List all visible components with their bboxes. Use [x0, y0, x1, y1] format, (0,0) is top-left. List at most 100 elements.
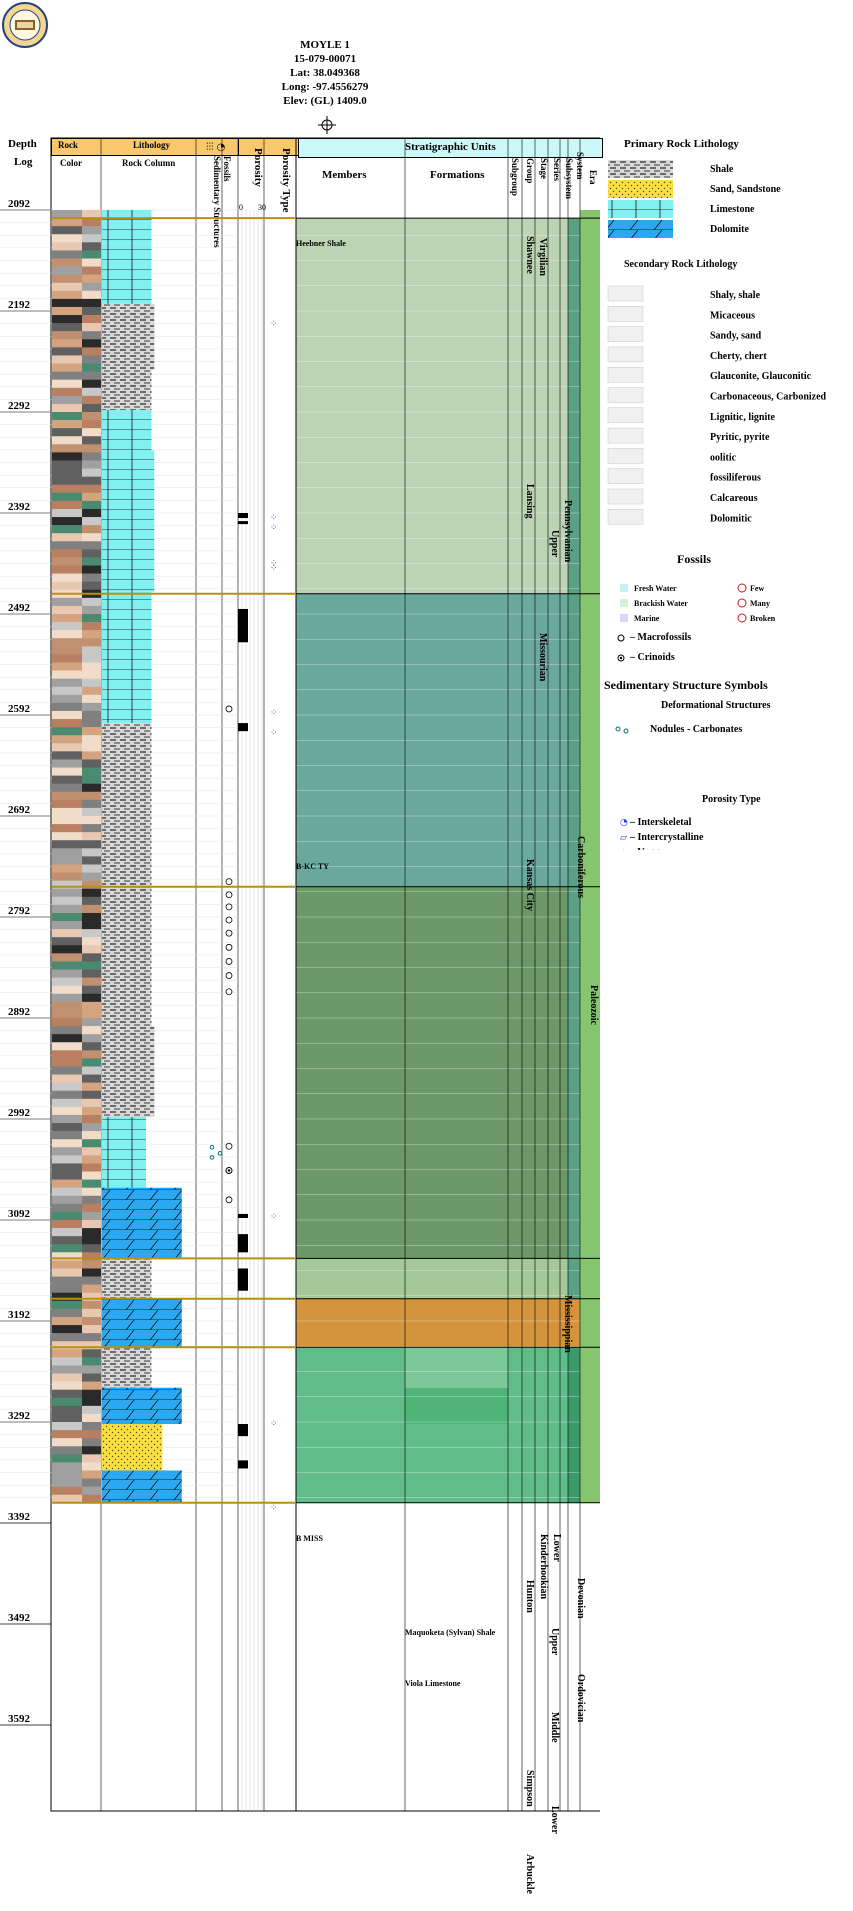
rock-color-block: [82, 904, 101, 914]
legend-secondary-label: Calcareous: [710, 493, 758, 504]
rock-color-block: [52, 339, 82, 348]
legend-secondary-swatch: [607, 427, 644, 444]
rock-color-block: [52, 1405, 82, 1415]
rock-color-block: [52, 444, 82, 453]
rock-color-block: [52, 1341, 82, 1350]
rock-color-block: [82, 1106, 101, 1116]
stage-label-virgilian: Virgilian: [537, 238, 548, 276]
rock-color-block: [82, 492, 101, 502]
rock-color-block: [82, 977, 101, 986]
legend-primary-swatch: [608, 220, 673, 238]
rock-color-block: [52, 719, 82, 728]
series-label-lower-miss: Lower: [551, 1534, 562, 1562]
member-band: [296, 886, 508, 1259]
rock-color-block: [52, 662, 82, 671]
rock-color-block: [82, 1026, 101, 1035]
rock-color-block: [82, 807, 101, 817]
macrofossil-icon: [225, 891, 233, 899]
rock-color-block: [82, 1381, 101, 1390]
rock-color-block: [82, 266, 101, 275]
rock-color-block: [82, 1163, 101, 1172]
rock-color-block: [52, 961, 82, 970]
legend-fossil-env-swatch: [620, 614, 628, 622]
porosity-type-icon: ⁘: [270, 1419, 278, 1429]
rock-color-block: [52, 1252, 82, 1261]
rock-color-block: [82, 993, 101, 1003]
legend-porosity-icon: ⁘: [620, 848, 628, 850]
rock-color-block: [82, 1478, 101, 1487]
porosity-type-icon: ⁘: [270, 523, 278, 533]
legend-nodules: Nodules - Carbonates: [650, 724, 743, 735]
series-header: Series: [552, 158, 562, 181]
rock-color-block: [82, 1252, 101, 1261]
lithology-interval: [102, 1424, 163, 1471]
rock-color-block: [82, 912, 101, 922]
porosity-type-icon: ⁘: [270, 1503, 278, 1513]
rock-color-block: [82, 880, 101, 890]
rock-color-block: [52, 1034, 82, 1043]
rock-color-block: [82, 622, 101, 631]
rock-color-block: [82, 1389, 101, 1399]
rock-color-block: [52, 387, 82, 397]
rock-color-block: [52, 832, 82, 841]
rock-color-block: [82, 226, 101, 235]
formation-band: [405, 1387, 508, 1425]
rock-color-block: [52, 581, 82, 591]
rock-color-block: [52, 896, 82, 906]
rock-color-block: [82, 1494, 101, 1504]
rock-color-block: [82, 355, 101, 364]
legend-secondary-label: Carbonaceous, Carbonized: [710, 392, 827, 403]
stage-header: Stage: [539, 158, 549, 179]
rock-color-block: [82, 1123, 101, 1132]
macrofossil-icon: [225, 705, 233, 713]
legend-secondary-swatch: [607, 509, 644, 525]
log-header: Log: [14, 156, 33, 168]
rock-color-block: [82, 1446, 101, 1455]
rock-color-block: [82, 1066, 101, 1075]
rock-color-block: [82, 557, 101, 566]
rock-color-block: [82, 210, 101, 219]
rock-color-block: [82, 694, 101, 704]
porosity-bar: [238, 1234, 248, 1253]
rock-color-block: [52, 1308, 82, 1318]
legend-secondary-swatch: [607, 306, 644, 322]
porosity-bar: [238, 1213, 248, 1218]
rock-color-block: [82, 339, 101, 348]
lithology-header: Lithology: [133, 140, 171, 150]
rock-color-block: [52, 468, 82, 477]
rock-color-block: [52, 614, 82, 623]
legend-primary-swatch: [608, 200, 673, 218]
rock-color-block: [82, 1333, 101, 1342]
rock-column-header: Rock Column: [122, 158, 176, 168]
rock-color-block: [52, 1454, 82, 1463]
rock-color-block: [82, 864, 101, 873]
depth-label: 2992: [8, 1107, 31, 1119]
rock-color-block: [82, 937, 101, 946]
member-band: [296, 218, 508, 594]
rock-color-block: [52, 678, 82, 688]
legend-crinoid-icon: [619, 656, 623, 660]
rock-color-block: [52, 775, 82, 784]
rock-color-block: [52, 727, 82, 736]
rock-color-block: [52, 565, 82, 574]
rock-color-block: [52, 436, 82, 445]
rock-color-block: [82, 379, 101, 389]
rock-color-block: [52, 969, 82, 978]
rock-color-block: [82, 751, 101, 760]
rock-color-block: [52, 888, 82, 898]
rock-color-block: [52, 1357, 82, 1366]
series-label-upper-penn: Upper: [549, 530, 560, 558]
rock-color-block: [52, 1438, 82, 1447]
legend-secondary-swatch: [607, 366, 644, 383]
rock-color-block: [52, 1300, 82, 1310]
rock-color-block: [82, 476, 101, 486]
rock-color-block: [82, 1236, 101, 1245]
rock-color-block: [52, 1446, 82, 1455]
lithology-interval: [102, 1387, 182, 1425]
rock-color-block: [82, 1284, 101, 1294]
porosity-bar: [238, 521, 248, 525]
legend-primary-label: Shale: [710, 164, 734, 175]
rock-color-block: [52, 1147, 82, 1156]
rock-color-block: [52, 1179, 82, 1188]
rock-color-block: [52, 840, 82, 849]
